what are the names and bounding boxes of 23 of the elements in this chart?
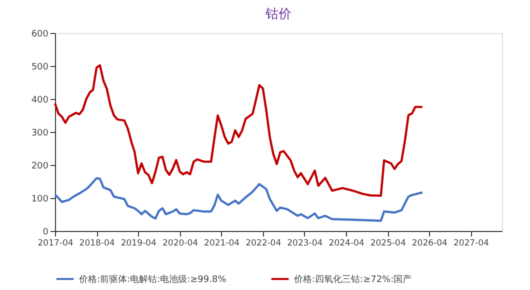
y-tick-label: 300 (31, 128, 49, 138)
x-tick-label: 2027-04 (453, 238, 489, 248)
y-tick-label: 100 (31, 194, 49, 204)
x-tick-label: 2021-04 (204, 238, 240, 248)
x-tick-label: 2018-04 (79, 238, 115, 248)
legend-label: 价格:四氧化三钴:≥72%:国产 (293, 274, 412, 285)
x-tick-label: 2026-04 (412, 238, 448, 248)
y-tick-label: 400 (31, 96, 49, 106)
x-tick-label: 2017-04 (38, 238, 74, 248)
line-series (54, 177, 424, 222)
legend-label: 价格:前驱体:电解钴:电池级:≥99.8% (78, 274, 227, 285)
y-tick-label: 600 (31, 30, 49, 40)
y-tick-label: 0 (42, 228, 49, 238)
y-tick-label: 200 (31, 162, 49, 172)
x-tick-label: 2024-04 (328, 238, 364, 248)
x-tick-label: 2020-04 (162, 238, 198, 248)
x-tick-label: 2025-04 (370, 238, 406, 248)
y-tick-label: 500 (31, 62, 49, 72)
line-series (54, 64, 424, 197)
x-tick-label: 2019-04 (120, 238, 156, 248)
x-tick-label: 2023-04 (287, 238, 323, 248)
chart-title: 钴价 (264, 7, 292, 22)
x-tick-label: 2022-04 (246, 238, 282, 248)
